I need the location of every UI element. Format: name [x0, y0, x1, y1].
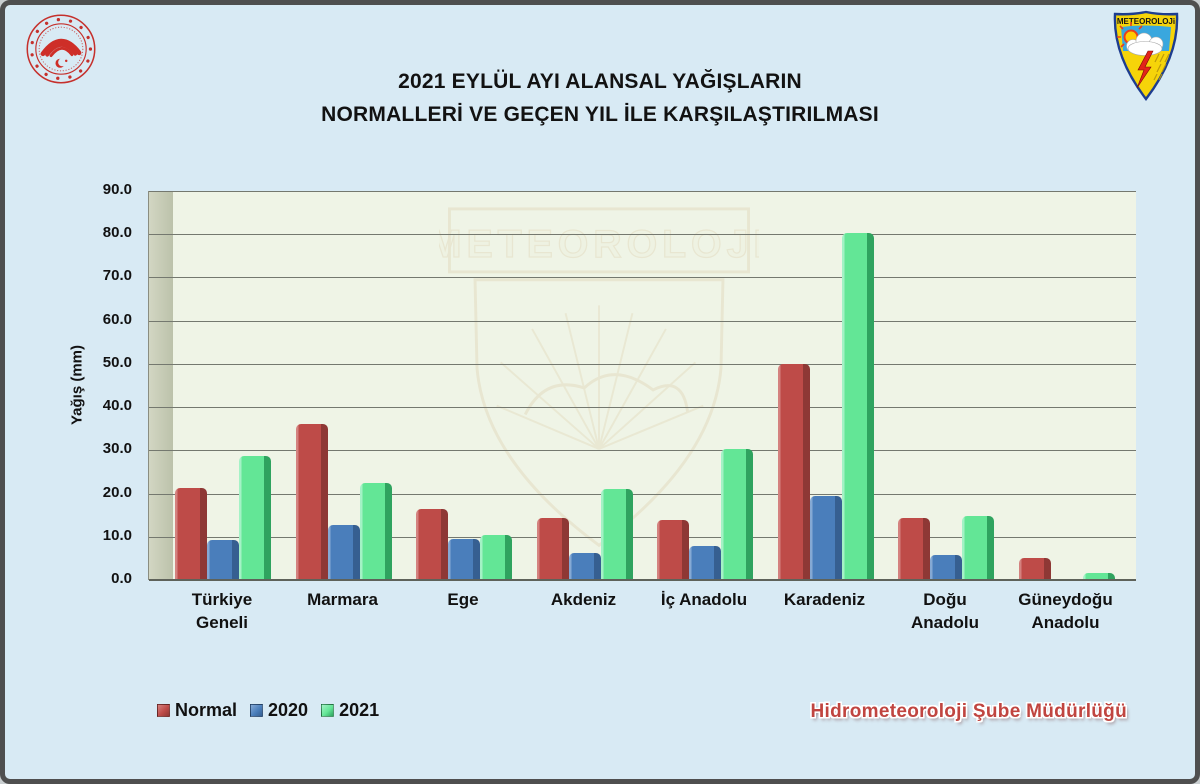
- legend-item-2021: 2021: [321, 700, 379, 721]
- watermark-text: METEOROLOJI: [439, 222, 759, 266]
- plot-area: METEOROLOJI: [148, 191, 1136, 581]
- bar-normal-8: [1018, 557, 1051, 580]
- category-label: Akdeniz: [550, 590, 617, 609]
- meteoroloji-watermark: METEOROLOJI: [439, 207, 759, 548]
- category-label: Güneydoğu Anadolu: [1018, 590, 1113, 632]
- bar-2020-1: [207, 539, 239, 580]
- chart-left-wall: [149, 191, 173, 580]
- y-tick-label: 10.0: [102, 526, 132, 544]
- gridline: [149, 450, 1136, 452]
- crescent-star-icon: [55, 58, 68, 68]
- category-label: Doğu Anadolu: [911, 590, 979, 632]
- legend-swatch: [157, 704, 170, 717]
- bar-normal-4: [536, 517, 569, 580]
- wing-icon: [40, 38, 82, 58]
- legend-swatch: [321, 704, 335, 717]
- y-tick-label: 90.0: [102, 181, 132, 198]
- rain-hatch: [1153, 53, 1170, 81]
- credit-text: Hidrometeoroloji Şube Müdürlüğü: [810, 701, 1127, 722]
- category-label: Karadeniz: [783, 590, 866, 609]
- y-tick-label: 70.0: [102, 267, 132, 285]
- legend-item-normal: Normal: [157, 700, 237, 721]
- bar-normal-6: [777, 363, 810, 580]
- bar-normal-1: [175, 487, 207, 580]
- bar-normal-3: [416, 509, 448, 580]
- gridline: [149, 493, 1136, 495]
- y-axis-ticks: 0.0 10.0 20.0 30.0 40.0 50.0 60.0 70.0 80.0 90.0: [83, 181, 140, 587]
- gridline: [149, 363, 1136, 365]
- y-tick-label: 80.0: [102, 224, 132, 242]
- bar-2021-8: [1082, 573, 1115, 580]
- chart-title-line2: NORMALLERİ VE GEÇEN YIL İLE KARŞILAŞTIRI…: [321, 103, 879, 126]
- category-label: İç Anadolu: [660, 590, 748, 609]
- bar-2020-7: [930, 554, 962, 580]
- cloud-icon: [1126, 32, 1164, 56]
- shield-title: METEOROLOJi: [1117, 17, 1175, 26]
- bar-2021-6: [841, 232, 874, 580]
- legend-label: 2021: [339, 700, 380, 720]
- category-label: Ege: [447, 590, 479, 609]
- category-axis: Türkiye Geneli Marmara Ege Akdeniz İç Anadol…: [148, 588, 1136, 650]
- bar-2020-3: [448, 539, 480, 580]
- bar-2021-1: [239, 455, 271, 580]
- category-label: Marmara: [307, 590, 378, 609]
- y-tick-label: 0.0: [111, 570, 132, 587]
- bar-2021-2: [359, 482, 392, 580]
- category-label: Türkiye Geneli: [191, 590, 253, 632]
- bar-normal-7: [898, 518, 930, 580]
- bar-2020-2: [327, 524, 360, 580]
- bar-2021-4: [600, 488, 633, 580]
- gridline: [149, 407, 1136, 409]
- y-tick-label: 60.0: [102, 310, 132, 328]
- legend-label: Normal: [175, 700, 238, 720]
- bar-2021-3: [480, 535, 512, 580]
- gridline: [149, 277, 1136, 279]
- bar-2021-5: [721, 449, 753, 580]
- bar-normal-5: [657, 520, 689, 580]
- chart-title-line1: 2021 EYLÜL AYI ALANSAL YAĞIŞLARIN: [398, 70, 802, 93]
- legend-swatch: [250, 704, 264, 717]
- y-tick-label: 50.0: [102, 353, 132, 371]
- bar-2020-6: [809, 495, 842, 580]
- chart-title: 2021 EYLÜL AYI ALANSAL YAĞIŞLARIN NORMAL…: [5, 65, 1195, 131]
- gridline: [149, 191, 1136, 192]
- meteorology-shield-logo: METEOROLOJi: [1113, 10, 1179, 101]
- legend: Normal 2020 2021: [157, 700, 379, 721]
- bar-2021-7: [962, 516, 994, 580]
- bar-2020-5: [689, 545, 721, 580]
- y-tick-label: 30.0: [102, 440, 132, 458]
- y-tick-label: 20.0: [102, 483, 132, 501]
- legend-item-2020: 2020: [250, 700, 308, 721]
- bar-normal-2: [295, 424, 328, 580]
- lightning-icon: [1136, 50, 1154, 89]
- bar-2020-4: [568, 552, 601, 580]
- y-tick-label: 40.0: [102, 397, 132, 415]
- x-axis-line: [149, 579, 1136, 581]
- ministry-seal-logo: [26, 14, 96, 84]
- gridline: [149, 536, 1136, 538]
- legend-label: 2020: [268, 700, 309, 720]
- gridline: [149, 320, 1136, 322]
- gridline: [149, 234, 1136, 236]
